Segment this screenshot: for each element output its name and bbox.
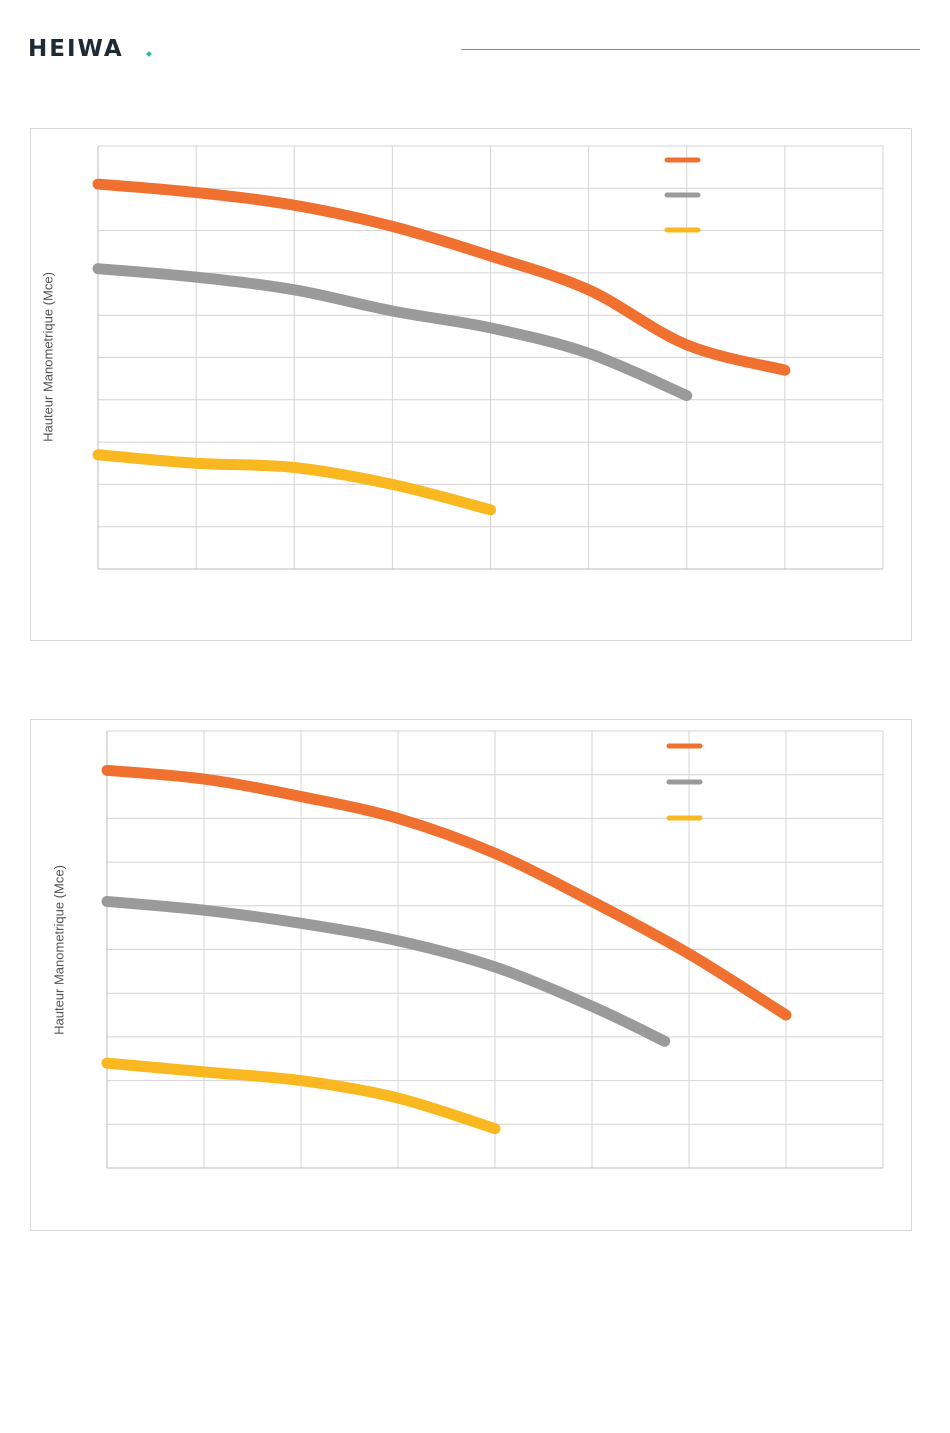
logo-diamond-icon (146, 51, 152, 57)
chart-1-svg: Hauteur Manometrique (Mce) (41, 145, 884, 570)
chart-2-grid (106, 730, 884, 1169)
series-2-line (92, 263, 693, 402)
series-1-line (101, 764, 792, 1021)
y-axis-label: Hauteur Manometrique (Mce) (41, 272, 56, 442)
y-axis-label: Hauteur Manometrique (Mce) (52, 865, 67, 1035)
series-3-line (92, 449, 496, 516)
series-3-line (101, 1057, 501, 1135)
brand-logo: HEIWA (28, 36, 152, 62)
series-1-line (92, 178, 791, 376)
chart-1-grid (97, 145, 884, 570)
pump-curve-chart-2: Hauteur Manometrique (Mce) (30, 719, 912, 1231)
series-2-line (101, 895, 671, 1047)
brand-name: HEIWA (28, 36, 124, 62)
header-divider (461, 49, 920, 50)
pump-curve-chart-1: Hauteur Manometrique (Mce) (30, 128, 912, 641)
chart-2-svg: Hauteur Manometrique (Mce) (52, 730, 884, 1169)
